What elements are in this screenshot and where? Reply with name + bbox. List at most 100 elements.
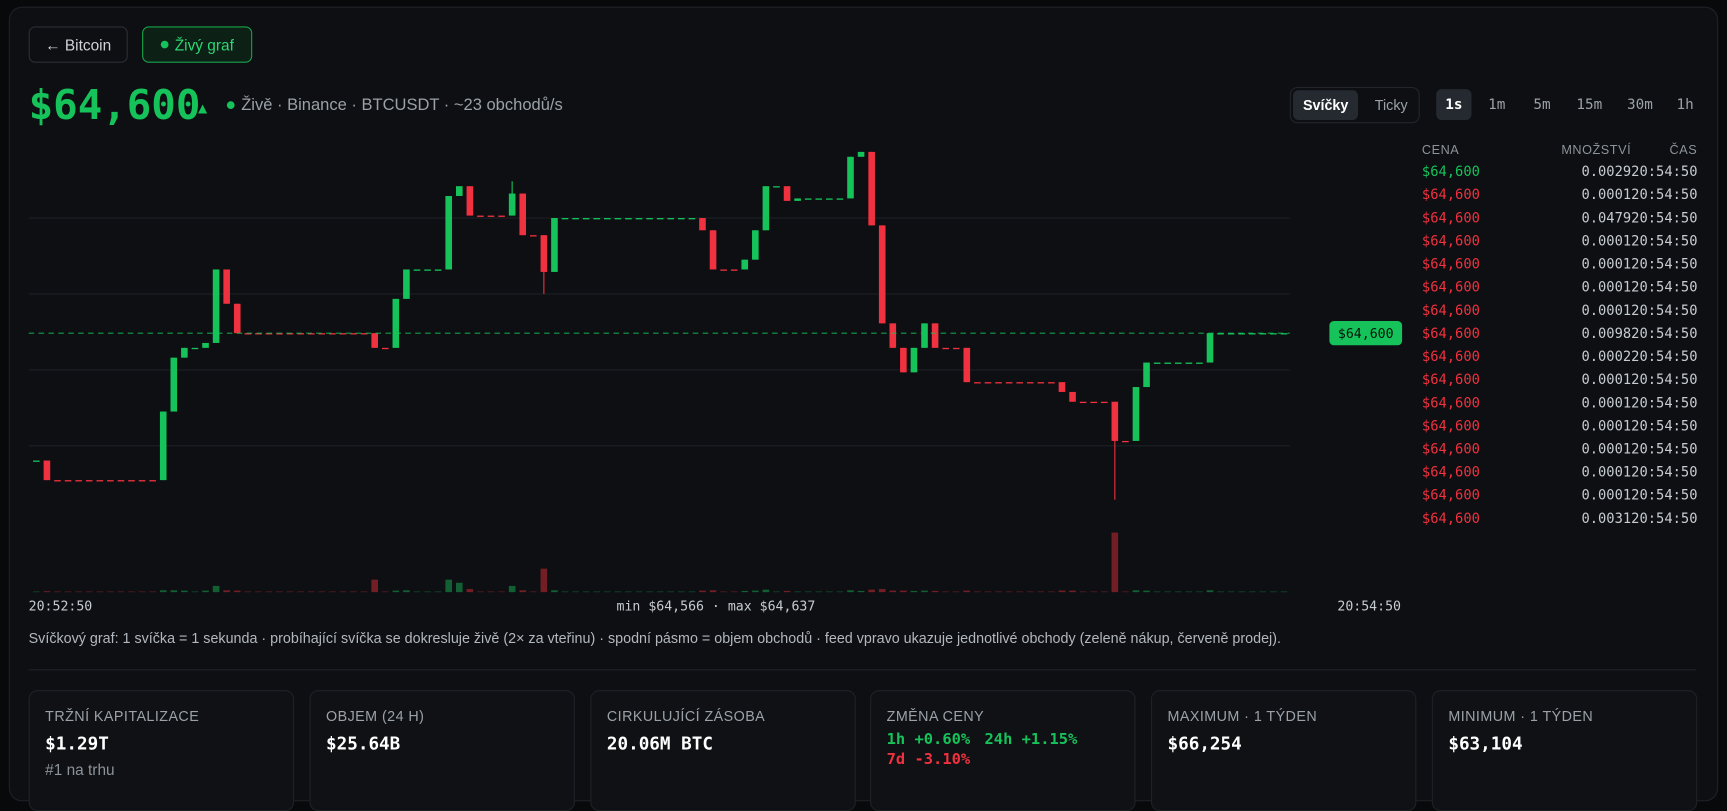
volume-bar — [1206, 590, 1214, 593]
stat-card: OBJEM (24 H) $25.64B — [309, 690, 575, 811]
volume-bar — [381, 591, 389, 593]
candle-body — [1280, 333, 1288, 335]
live-button[interactable]: Živý graf — [142, 26, 253, 63]
candle-body — [107, 480, 114, 482]
price: $64,600 — [28, 81, 201, 129]
volume-bar — [85, 591, 93, 593]
volume-bar — [974, 591, 981, 593]
stat-card: ZMĚNA CENY 1h +0.60% 24h +1.15% 7d -3.10% — [870, 690, 1136, 811]
stat-card: MAXIMUM · 1 TÝDEN $66,254 — [1150, 690, 1417, 811]
mode-button[interactable]: Svíčky — [1293, 90, 1359, 120]
volume-bar — [466, 589, 474, 593]
candle-body — [1100, 401, 1108, 404]
candle-body — [360, 333, 368, 335]
candle-body — [910, 347, 918, 373]
candle-body — [85, 480, 93, 482]
candle-body — [54, 480, 61, 482]
trade-qty: 0.0001 — [1581, 301, 1632, 319]
candle-body — [773, 186, 780, 188]
candle-body — [1248, 333, 1256, 335]
candle-body — [64, 480, 72, 482]
volume-bar — [635, 591, 643, 593]
trade-time: 20:54:50 — [1631, 509, 1698, 527]
volume-bar — [667, 591, 675, 593]
volume-bar — [688, 591, 696, 593]
stat-value: $1.29T — [45, 733, 109, 754]
candle-body — [699, 218, 706, 231]
mode-button[interactable]: Ticky — [1374, 96, 1408, 114]
interval-button[interactable]: 15m — [1576, 96, 1603, 113]
candle-body — [878, 225, 886, 324]
candle-body — [307, 333, 315, 335]
stat-label: TRŽNÍ KAPITALIZACE — [45, 707, 200, 725]
trade-time: 20:54:50 — [1631, 209, 1698, 226]
volume-bar — [1048, 591, 1055, 593]
interval-button[interactable]: 30m — [1627, 96, 1653, 113]
candle-body — [297, 333, 304, 335]
candle-body — [1196, 362, 1203, 364]
trade-row: $64,600 0.0001 20:54:50 — [1422, 483, 1698, 506]
candle-body — [265, 333, 273, 335]
volume-bar — [96, 591, 104, 593]
volume-bar — [1100, 591, 1108, 593]
volume-bar — [1238, 591, 1246, 593]
volume-bar — [984, 591, 992, 593]
trade-row: $64,600 0.0479 20:54:50 — [1422, 206, 1698, 229]
volume-bar — [889, 590, 897, 593]
candle-body — [350, 333, 357, 335]
volume-bar — [138, 591, 146, 593]
candle-body — [1270, 333, 1277, 335]
volume-bar — [159, 590, 167, 593]
volume-bar — [1280, 591, 1288, 593]
volume-bar — [730, 591, 738, 593]
volume-bar — [223, 590, 230, 593]
candle-body — [413, 269, 421, 271]
trade-row: $64,600 0.0001 20:54:50 — [1422, 368, 1698, 391]
volume-bar — [244, 591, 252, 593]
trade-time: 20:54:50 — [1631, 232, 1698, 249]
stat-card: CIRKULUJÍCÍ ZÁSOBA 20.06M BTC — [590, 690, 856, 811]
back-button[interactable]: ← Bitcoin — [28, 26, 128, 63]
status: Živě · Binance · BTCUSDT · ~23 obchodů/s — [226, 96, 563, 114]
volume-bar — [709, 590, 717, 593]
trade-row: $64,600 0.0001 20:54:50 — [1422, 298, 1698, 321]
volume-bar — [540, 568, 548, 593]
stat-card: TRŽNÍ KAPITALIZACE $1.29T #1 na trhu — [28, 690, 295, 811]
volume-bar — [678, 591, 685, 593]
trade-qty: 0.0001 — [1581, 232, 1632, 249]
note: Svíčkový graf: 1 svíčka = 1 sekunda · pr… — [28, 629, 1281, 647]
trade-price: $64,600 — [1421, 509, 1480, 527]
candle-body — [921, 323, 928, 348]
candle-body — [963, 347, 971, 383]
interval-button[interactable]: 1s — [1436, 89, 1472, 120]
stat-value: $63,104 — [1448, 733, 1523, 754]
volume-bar — [424, 591, 431, 593]
candle-body — [804, 198, 812, 200]
volume-bar — [1164, 591, 1172, 593]
interval-button[interactable]: 1h — [1676, 96, 1694, 113]
range-label: min $64,566 · max $64,637 — [617, 599, 816, 614]
candle-body — [255, 333, 262, 335]
candle-body — [1164, 362, 1172, 364]
volume-bar — [339, 591, 347, 593]
trade-qty: 0.0001 — [1581, 463, 1632, 480]
volume-bar — [942, 591, 949, 593]
candle-body — [223, 269, 230, 304]
volume-bar — [1005, 591, 1013, 593]
candle-body — [529, 235, 537, 237]
trade-qty: 0.0031 — [1581, 509, 1632, 527]
trade-time: 20:54:50 — [1631, 463, 1698, 480]
interval-button[interactable]: 1m — [1488, 96, 1506, 113]
candle-body — [33, 460, 40, 462]
volume-bar — [107, 591, 114, 593]
stat-value: $25.64B — [326, 733, 401, 754]
candle-body — [1079, 401, 1087, 404]
candle-body — [1143, 362, 1150, 388]
trade-time: 20:54:50 — [1631, 417, 1698, 434]
trade-row: $64,600 0.0031 20:54:50 — [1421, 506, 1698, 529]
candle-body — [815, 198, 823, 200]
stat-value: $66,254 — [1167, 733, 1242, 754]
candle-body — [381, 347, 389, 350]
interval-button[interactable]: 5m — [1533, 96, 1551, 113]
volume-bar — [1069, 590, 1076, 593]
